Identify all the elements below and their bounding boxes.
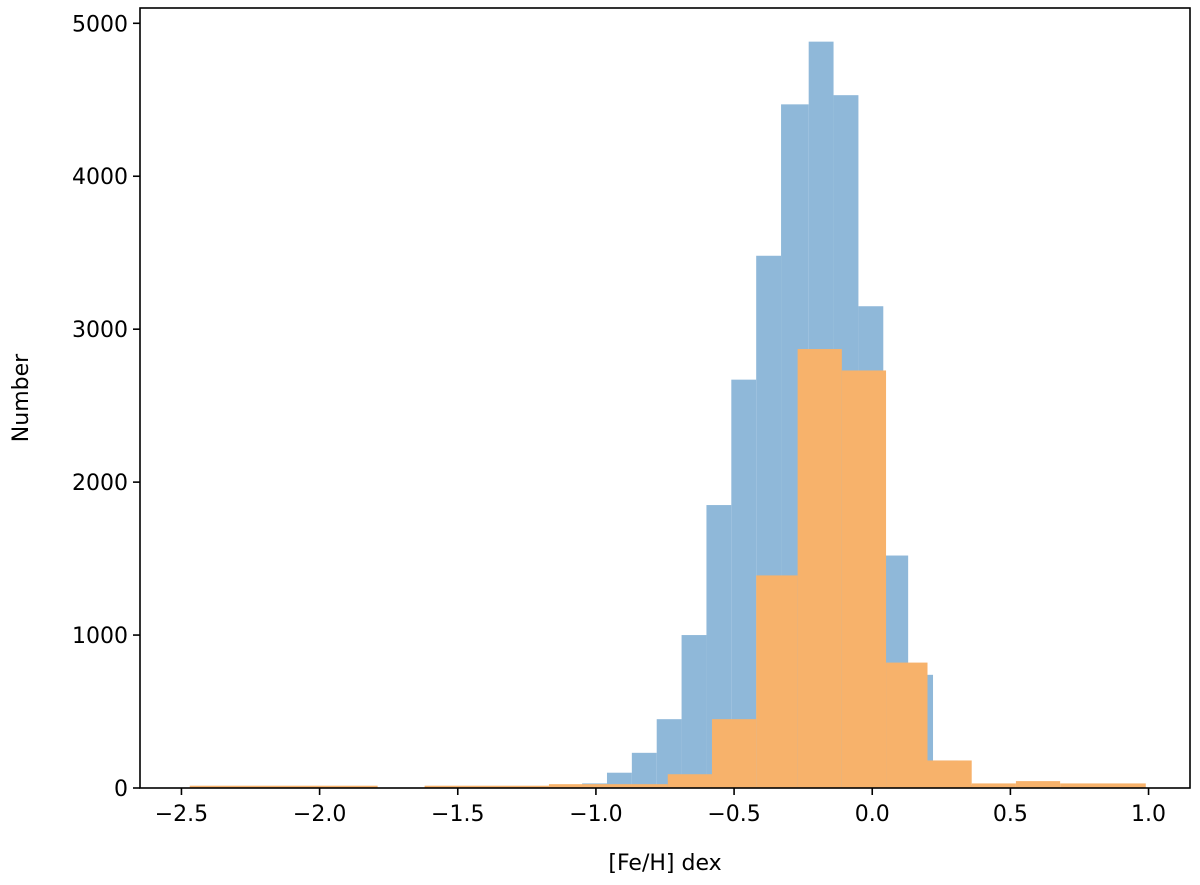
histogram-bar-series2-8 (841, 370, 887, 788)
histogram-bar-series1-6 (681, 635, 707, 788)
histogram-bar-series2-2 (424, 785, 549, 788)
x-tick-label: 0.0 (855, 802, 890, 827)
x-tick-label: 1.0 (1131, 802, 1166, 827)
histogram-bar-series2-9 (886, 662, 928, 788)
histogram-bar-series2-4 (667, 774, 712, 788)
plot-frame (139, 7, 1191, 789)
histogram-bar-series2-5 (711, 719, 757, 788)
x-tick-label: −0.5 (707, 802, 760, 827)
y-tick-label: 0 (114, 777, 128, 802)
y-tick-label: 1000 (72, 624, 128, 649)
bars-layer (189, 41, 1146, 789)
histogram-bar-series2-1 (189, 785, 378, 788)
y-tick-label: 4000 (72, 165, 128, 190)
histogram-bar-series1-4 (631, 752, 657, 788)
x-axis-label: [Fe/H] dex (608, 851, 721, 876)
x-tick-label: 0.5 (993, 802, 1028, 827)
x-tick-label: −2.5 (155, 802, 208, 827)
y-tick-label: 5000 (72, 12, 128, 37)
y-tick-label: 3000 (72, 318, 128, 343)
histogram-bar-series2-10 (927, 760, 972, 788)
x-tick-label: −1.5 (431, 802, 484, 827)
histogram-bar-series2-11 (971, 783, 1016, 788)
histogram-bar-series2-7 (797, 349, 842, 788)
x-tick-label: −1.0 (569, 802, 622, 827)
x-axis-ticks: −2.5 −2.0 −1.5 −1.0 −0.5 0.0 0.5 1.0 (155, 788, 1166, 827)
y-tick-label: 2000 (72, 471, 128, 496)
y-axis-label: Number (9, 353, 34, 442)
histogram-bar-series2-13 (1060, 783, 1146, 788)
x-tick-label: −2.0 (293, 802, 346, 827)
histogram-bar-series2-3 (548, 784, 668, 788)
histogram-bar-series2-6 (756, 575, 798, 788)
y-axis-ticks: 0 1000 2000 3000 4000 5000 (72, 12, 140, 802)
histogram-bar-series2-12 (1015, 781, 1061, 788)
